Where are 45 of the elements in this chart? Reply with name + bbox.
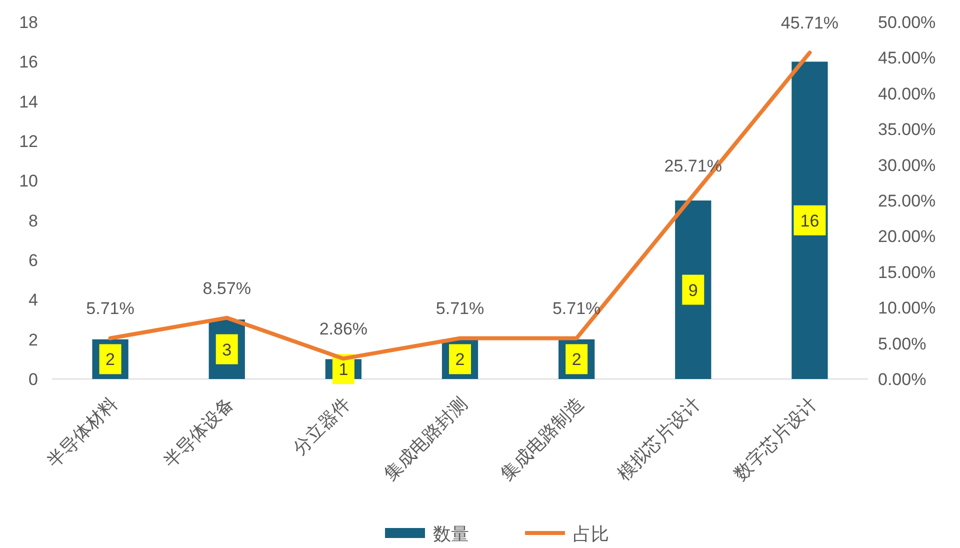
data-label: 16	[800, 211, 820, 230]
y-tick-label: 16	[19, 52, 38, 72]
bar	[792, 62, 828, 379]
data-label: 2	[572, 350, 582, 370]
y-tick-label: 18	[19, 13, 38, 32]
data-label: 8.57%	[202, 278, 251, 298]
x-tick-label: 半导体设备	[160, 394, 238, 472]
legend-label: 数量	[433, 524, 469, 544]
data-label: 5.71%	[436, 299, 484, 318]
x-tick-label: 集成电路制造	[496, 394, 588, 484]
data-label: 3	[222, 340, 232, 360]
y2-tick-label: 45.00%	[878, 48, 936, 68]
data-label: 2.86%	[319, 320, 368, 339]
data-label: 9	[688, 280, 698, 300]
x-tick-label: 数字芯片设计	[730, 394, 821, 484]
y-tick-label: 6	[28, 251, 38, 270]
x-tick-label: 分立器件	[289, 394, 354, 459]
y-tick-label: 8	[28, 211, 38, 230]
y-tick-label: 2	[28, 330, 38, 350]
y2-tick-label: 20.00%	[878, 227, 936, 246]
y-tick-label: 12	[19, 132, 38, 151]
y2-tick-label: 25.00%	[878, 192, 936, 210]
data-label: 5.71%	[86, 299, 134, 318]
data-label: 5.71%	[552, 299, 601, 318]
y-tick-label: 14	[19, 92, 38, 112]
y2-tick-label: 50.00%	[878, 13, 936, 32]
y-tick-label: 0	[28, 370, 38, 389]
data-label: 45.71%	[780, 14, 839, 33]
y2-tick-label: 40.00%	[878, 84, 936, 104]
y-tick-label: 4	[28, 290, 38, 310]
y2-tick-label: 30.00%	[878, 156, 936, 175]
bar	[675, 200, 712, 379]
y2-tick-label: 0.00%	[878, 370, 926, 389]
legend-label: 占比	[573, 524, 609, 544]
data-label: 1	[338, 360, 348, 380]
x-tick-label: 模拟芯片设计	[613, 394, 704, 484]
y2-tick-label: 10.00%	[878, 298, 936, 318]
x-tick-label: 半导体材料	[43, 394, 122, 472]
y2-tick-label: 5.00%	[878, 334, 926, 354]
y-tick-label: 10	[19, 172, 38, 191]
data-label: 2	[106, 350, 116, 370]
x-tick-label: 集成电路封测	[380, 394, 471, 484]
y2-tick-label: 15.00%	[878, 262, 936, 282]
data-label: 2	[455, 350, 465, 370]
y2-tick-label: 35.00%	[878, 120, 936, 140]
